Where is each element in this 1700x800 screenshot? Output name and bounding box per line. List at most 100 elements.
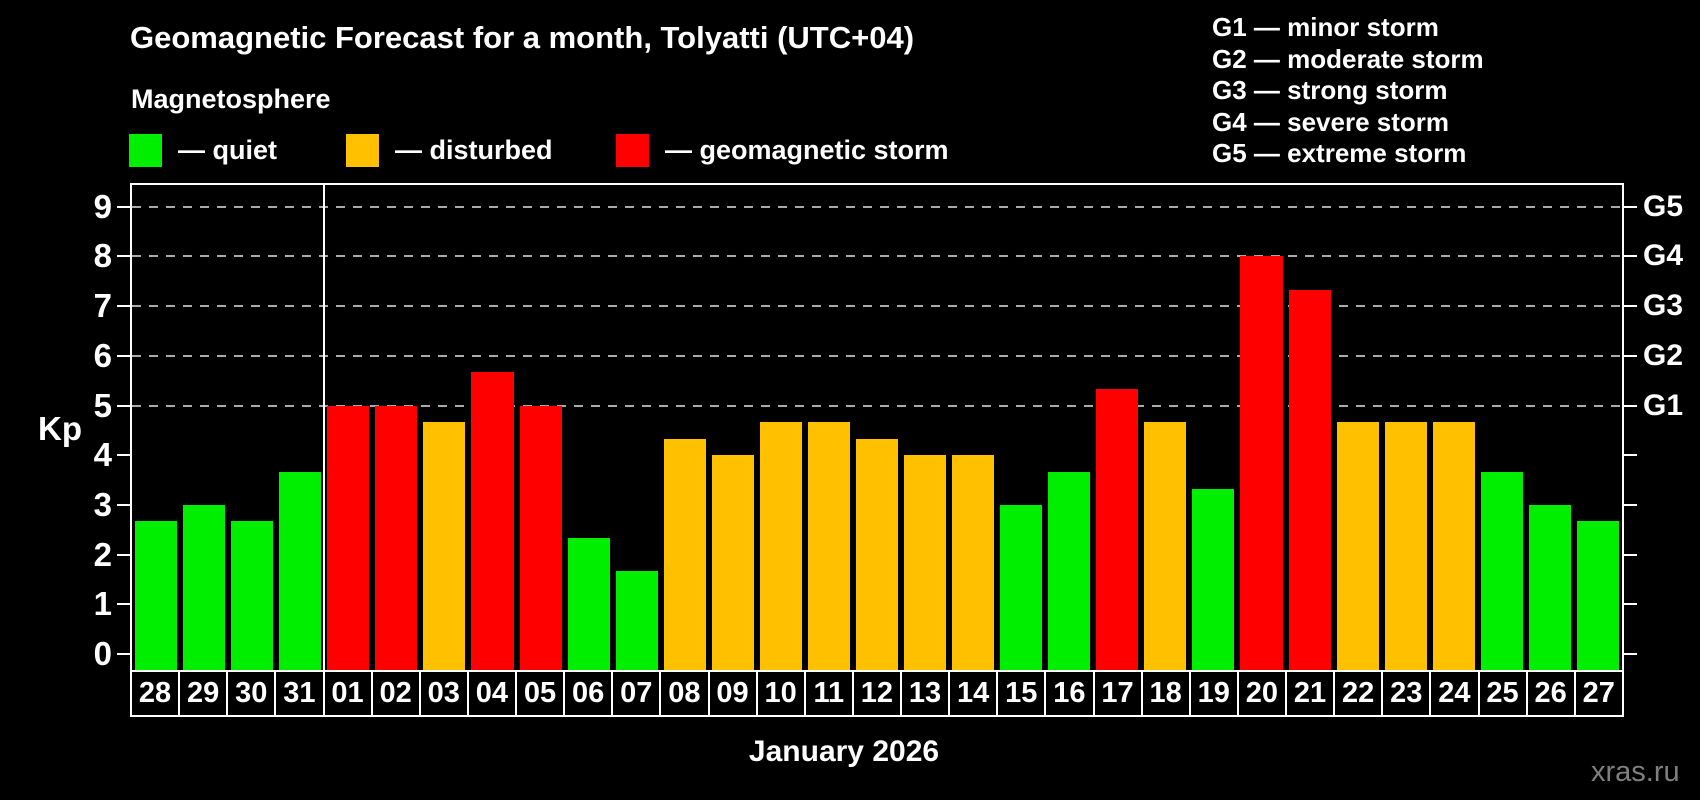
day-label-09: 09 <box>707 670 758 717</box>
day-label-08: 08 <box>659 670 710 717</box>
left-tick-kp-2 <box>117 553 130 556</box>
magnetosphere-label: Magnetosphere <box>131 84 331 114</box>
kp-bar-day-27 <box>1576 521 1619 670</box>
g-scale-legend: G1 — minor storm G2 — moderate storm G3 … <box>1212 12 1484 170</box>
day-label-01: 01 <box>322 670 373 717</box>
right-tick-kp-5 <box>1624 404 1637 407</box>
kp-bar-day-22 <box>1336 421 1379 670</box>
right-tick-kp-9 <box>1624 205 1637 208</box>
kp-bar-day-23 <box>1384 421 1427 670</box>
gridline-kp-6 <box>132 354 1622 357</box>
day-label-17: 17 <box>1092 670 1143 717</box>
day-label-22: 22 <box>1333 670 1384 717</box>
day-label-14: 14 <box>948 670 999 717</box>
day-label-26: 26 <box>1525 670 1576 717</box>
gridline-kp-8 <box>132 255 1622 258</box>
kp-bar-day-29 <box>183 504 226 670</box>
day-label-21: 21 <box>1285 670 1336 717</box>
day-label-03: 03 <box>418 670 469 717</box>
gridline-kp-5 <box>132 404 1622 407</box>
day-label-16: 16 <box>1044 670 1095 717</box>
day-labels-row: 28 29 30 31 01 02 03 04 05 06 07 08 09 10 11 12 13 14 15 16… <box>130 670 1624 717</box>
kp-bar-day-14 <box>952 455 995 670</box>
page-title: Geomagnetic Forecast for a month, Tolyat… <box>130 20 915 55</box>
y-tick-label-4: 4 <box>93 436 112 474</box>
day-label-11: 11 <box>803 670 854 717</box>
day-label-24: 24 <box>1429 670 1480 717</box>
day-label-13: 13 <box>900 670 951 717</box>
legend-item-storm: — geomagnetic storm <box>616 133 949 168</box>
day-label-31: 31 <box>274 670 325 717</box>
y-tick-label-5: 5 <box>93 386 112 424</box>
bars-container <box>132 185 1622 670</box>
day-label-04: 04 <box>466 670 517 717</box>
legend-item-quiet: — quiet <box>129 133 277 168</box>
left-tick-kp-6 <box>117 354 130 357</box>
kp-bar-day-08 <box>663 438 706 670</box>
day-label-18: 18 <box>1140 670 1191 717</box>
kp-bar-day-21 <box>1288 289 1331 670</box>
left-tick-kp-8 <box>117 255 130 258</box>
kp-bar-day-10 <box>759 421 802 670</box>
kp-bar-day-26 <box>1528 504 1571 670</box>
kp-bar-day-16 <box>1048 471 1091 670</box>
month-caption: January 2026 <box>748 735 940 768</box>
right-axis-label-g4: G4 <box>1643 239 1684 273</box>
watermark: xras.ru <box>1591 756 1680 788</box>
kp-bar-day-02 <box>375 405 418 670</box>
g3-legend-line: G3 — strong storm <box>1212 75 1448 105</box>
left-tick-kp-5 <box>117 404 130 407</box>
quiet-swatch-icon <box>129 134 162 167</box>
day-label-02: 02 <box>370 670 421 717</box>
kp-bar-day-01 <box>327 405 370 670</box>
chart-plot-area <box>130 183 1624 670</box>
day-label-05: 05 <box>515 670 566 717</box>
left-tick-kp-9 <box>117 205 130 208</box>
day-label-25: 25 <box>1477 670 1528 717</box>
legend-label-storm: — geomagnetic storm <box>665 135 949 165</box>
kp-bar-day-11 <box>807 421 850 670</box>
kp-bar-day-19 <box>1192 488 1235 670</box>
day-label-12: 12 <box>851 670 902 717</box>
right-tick-kp-1 <box>1624 603 1637 606</box>
kp-bar-day-12 <box>855 438 899 670</box>
month-separator-line <box>323 185 326 670</box>
right-axis-label-g3: G3 <box>1643 289 1684 323</box>
legend-item-disturbed: — disturbed <box>346 133 553 168</box>
left-tick-kp-0 <box>117 653 130 655</box>
y-tick-label-2: 2 <box>93 535 112 573</box>
right-tick-kp-8 <box>1624 255 1637 258</box>
right-tick-kp-2 <box>1624 553 1637 556</box>
kp-bar-day-25 <box>1480 471 1523 670</box>
y-axis-label: Kp <box>38 410 82 447</box>
right-tick-kp-6 <box>1624 354 1637 357</box>
y-tick-label-9: 9 <box>93 187 112 225</box>
kp-bar-day-07 <box>615 571 658 670</box>
gridline-kp-9 <box>132 205 1622 208</box>
y-tick-label-7: 7 <box>93 287 112 325</box>
right-axis-label-g2: G2 <box>1643 338 1684 372</box>
disturbed-swatch-icon <box>346 134 379 167</box>
legend-label-disturbed: — disturbed <box>395 135 553 165</box>
legend-label-quiet: — quiet <box>178 135 277 165</box>
g5-legend-line: G5 — extreme storm <box>1212 138 1467 168</box>
g4-legend-line: G4 — severe storm <box>1212 106 1450 137</box>
y-tick-label-8: 8 <box>93 237 112 275</box>
kp-bar-day-31 <box>279 471 322 670</box>
g1-legend-line: G1 — minor storm <box>1212 12 1439 42</box>
right-tick-kp-4 <box>1624 454 1637 457</box>
left-tick-kp-3 <box>117 503 130 506</box>
kp-bar-day-24 <box>1432 421 1475 670</box>
kp-bar-day-20 <box>1240 256 1283 670</box>
kp-bar-day-28 <box>135 521 178 670</box>
right-axis-label-g5: G5 <box>1643 189 1684 223</box>
kp-bar-day-30 <box>231 521 274 670</box>
kp-bar-day-09 <box>711 455 754 670</box>
right-tick-kp-7 <box>1624 305 1637 308</box>
right-tick-kp-3 <box>1624 503 1637 506</box>
y-tick-label-3: 3 <box>93 485 112 523</box>
right-axis-label-g1: G1 <box>1643 388 1684 422</box>
day-label-06: 06 <box>563 670 614 717</box>
kp-bar-day-17 <box>1096 389 1139 670</box>
g2-legend-line: G2 — moderate storm <box>1212 43 1484 74</box>
